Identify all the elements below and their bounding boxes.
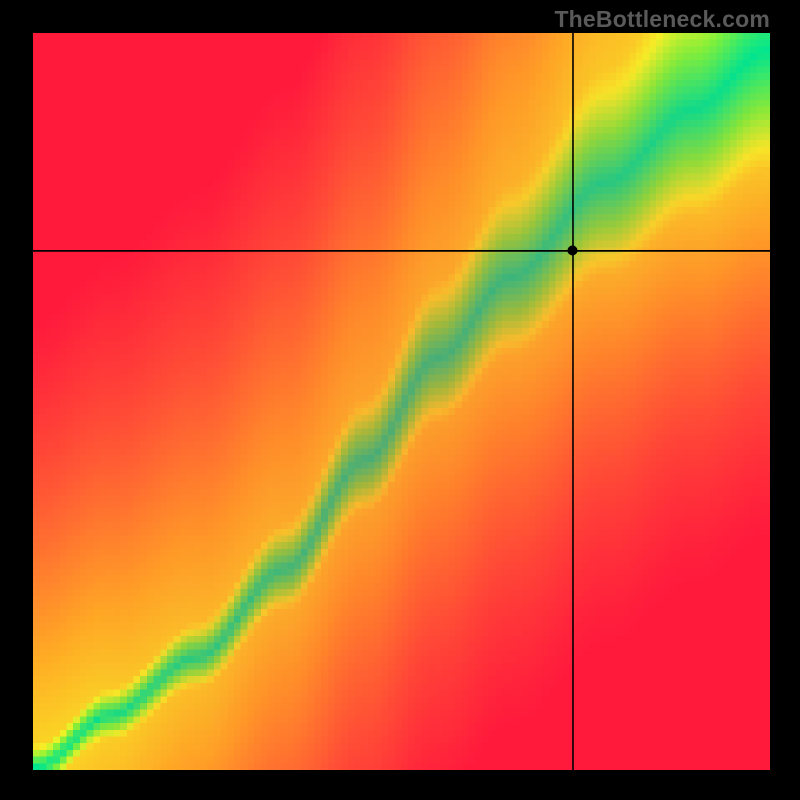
crosshair-overlay bbox=[33, 33, 770, 770]
bottleneck-chart: TheBottleneck.com bbox=[0, 0, 800, 800]
watermark-text: TheBottleneck.com bbox=[554, 6, 770, 33]
